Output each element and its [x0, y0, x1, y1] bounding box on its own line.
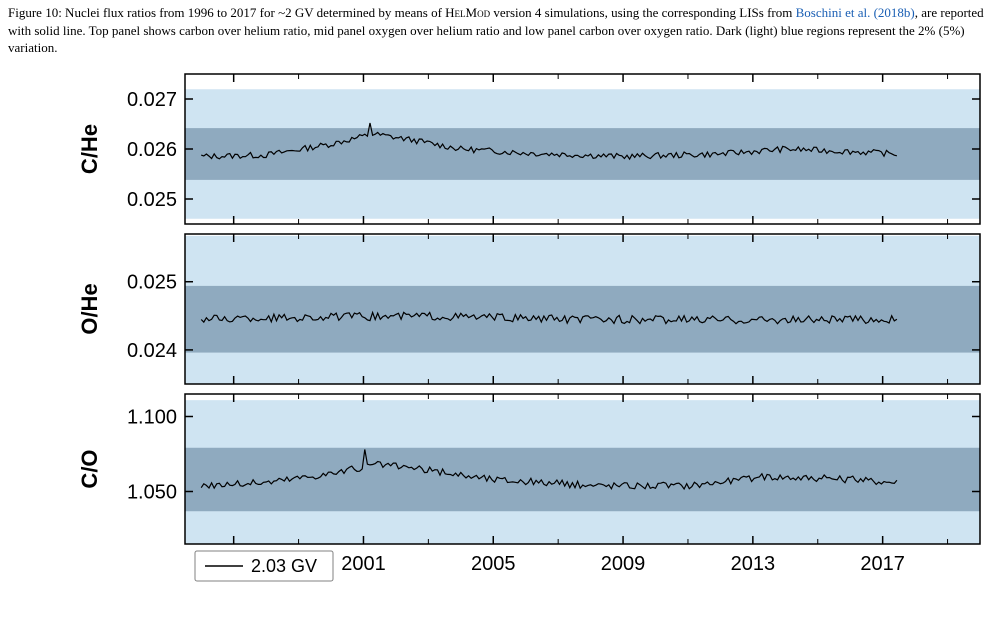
panel-O-He: 0.024 0.025 O/He	[77, 234, 980, 384]
ylabel: C/He	[77, 124, 102, 174]
legend-label: 2.03 GV	[251, 556, 317, 576]
xtick-label: 2009	[601, 553, 646, 575]
xtick-label: 2005	[471, 553, 516, 575]
citation-link[interactable]: Boschini et al. (2018b)	[796, 5, 915, 20]
panel-C-He: 0.025 0.026 0.027 C/He	[77, 74, 980, 224]
xtick-label: 2013	[731, 553, 776, 575]
ytick-label: 0.024	[127, 340, 177, 362]
panel-C-O: 1.050 1.100 C/O	[77, 394, 980, 544]
caption-helmod: HelMod	[445, 5, 490, 20]
ytick-label: 0.025	[127, 189, 177, 211]
ytick-label: 1.100	[127, 406, 177, 428]
ytick-label: 0.026	[127, 139, 177, 161]
chart-container: 0.0250.0260.027C/He0.0240.025O/He1.0501.…	[0, 59, 1003, 624]
dark-band	[185, 286, 980, 353]
chart-svg: 0.0250.0260.027C/He0.0240.025O/He1.0501.…	[0, 59, 1003, 624]
ytick-label: 0.025	[127, 271, 177, 293]
ylabel: C/O	[77, 449, 102, 488]
ytick-label: 0.027	[127, 89, 177, 111]
caption-mid1: version 4 simulations, using the corresp…	[490, 5, 795, 20]
ylabel: O/He	[77, 283, 102, 334]
ytick-label: 1.050	[127, 481, 177, 503]
caption-prefix: Figure 10: Nuclei flux ratios from 1996 …	[8, 5, 445, 20]
figure-caption: Figure 10: Nuclei flux ratios from 1996 …	[0, 0, 1003, 59]
xtick-label: 2001	[341, 553, 386, 575]
xtick-label: 2017	[860, 553, 905, 575]
